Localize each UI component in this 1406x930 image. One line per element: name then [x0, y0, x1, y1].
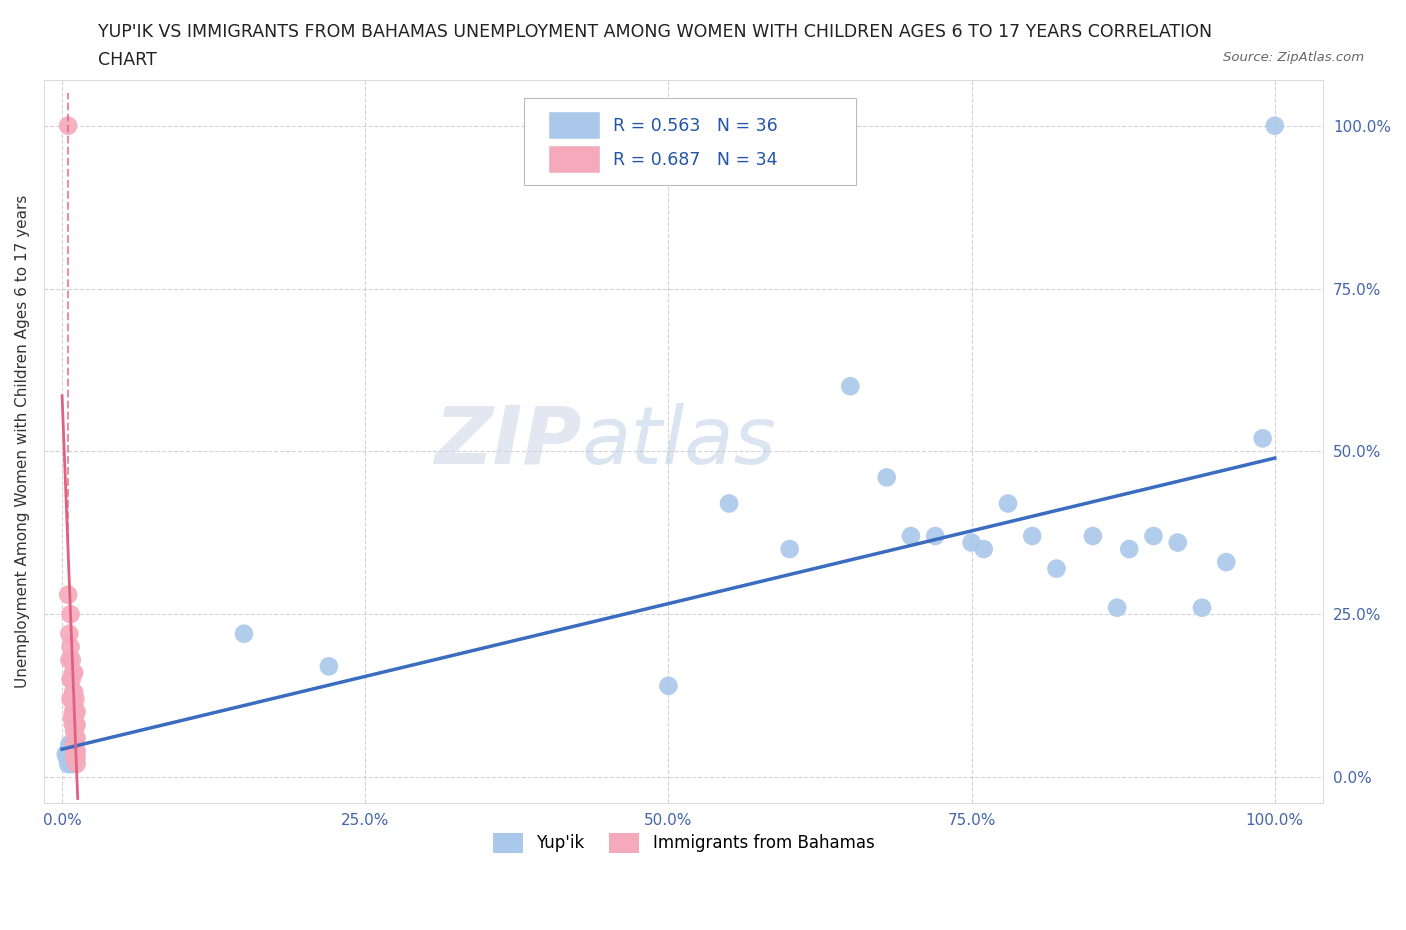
Point: [318, 658, 340, 673]
Point: [1215, 554, 1237, 569]
Point: [66, 704, 89, 719]
Text: Source: ZipAtlas.com: Source: ZipAtlas.com: [1223, 51, 1364, 64]
Point: [1142, 528, 1164, 543]
Point: [1167, 535, 1189, 550]
Point: [62, 757, 84, 772]
Point: [718, 496, 741, 511]
Point: [1264, 118, 1286, 133]
Point: [62, 704, 84, 719]
Point: [62, 665, 84, 680]
Text: YUP'IK VS IMMIGRANTS FROM BAHAMAS UNEMPLOYMENT AMONG WOMEN WITH CHILDREN AGES 6 : YUP'IK VS IMMIGRANTS FROM BAHAMAS UNEMPL…: [98, 23, 1212, 41]
Point: [1021, 528, 1043, 543]
Text: R = 0.563   N = 36: R = 0.563 N = 36: [613, 116, 778, 135]
Point: [58, 626, 80, 641]
Point: [58, 652, 80, 667]
Point: [60, 652, 83, 667]
Point: [62, 747, 84, 762]
Point: [56, 587, 79, 602]
Point: [1118, 541, 1140, 556]
Point: [66, 744, 89, 759]
Point: [56, 751, 79, 765]
Point: [66, 717, 89, 732]
Text: CHART: CHART: [98, 51, 157, 69]
Point: [56, 118, 79, 133]
Point: [65, 730, 87, 745]
Point: [63, 724, 86, 738]
Point: [59, 639, 82, 654]
Point: [66, 757, 89, 772]
Point: [63, 711, 86, 725]
Point: [66, 751, 89, 765]
Point: [65, 704, 87, 719]
Point: [60, 711, 83, 725]
Point: [60, 737, 83, 751]
Point: [1191, 600, 1213, 615]
Point: [65, 744, 87, 759]
Point: [59, 671, 82, 686]
FancyBboxPatch shape: [523, 99, 856, 185]
FancyBboxPatch shape: [550, 112, 600, 140]
Point: [779, 541, 801, 556]
Point: [1045, 561, 1067, 576]
Point: [66, 730, 89, 745]
Point: [62, 684, 84, 699]
Point: [997, 496, 1019, 511]
Point: [55, 747, 77, 762]
Point: [63, 665, 86, 680]
Y-axis label: Unemployment Among Women with Children Ages 6 to 17 years: Unemployment Among Women with Children A…: [15, 195, 30, 688]
Point: [60, 751, 83, 765]
Point: [59, 691, 82, 706]
Point: [59, 757, 82, 772]
Point: [924, 528, 946, 543]
Point: [63, 737, 86, 751]
Point: [62, 717, 84, 732]
Point: [60, 691, 83, 706]
Point: [58, 747, 80, 762]
Text: atlas: atlas: [581, 403, 776, 481]
Point: [233, 626, 256, 641]
Text: ZIP: ZIP: [434, 403, 581, 481]
Point: [59, 744, 82, 759]
Point: [876, 470, 898, 485]
FancyBboxPatch shape: [550, 146, 600, 173]
Point: [56, 757, 79, 772]
Point: [65, 717, 87, 732]
Point: [59, 606, 82, 621]
Point: [900, 528, 922, 543]
Point: [58, 753, 80, 768]
Point: [60, 671, 83, 686]
Point: [657, 678, 679, 693]
Point: [56, 744, 79, 759]
Point: [839, 379, 862, 393]
Text: R = 0.687   N = 34: R = 0.687 N = 34: [613, 151, 778, 168]
Point: [63, 684, 86, 699]
Legend: Yup'ik, Immigrants from Bahamas: Yup'ik, Immigrants from Bahamas: [486, 826, 882, 860]
Point: [58, 737, 80, 751]
Point: [1081, 528, 1104, 543]
Point: [1107, 600, 1129, 615]
Point: [65, 691, 87, 706]
Point: [960, 535, 983, 550]
Point: [973, 541, 995, 556]
Point: [63, 751, 86, 765]
Point: [1251, 431, 1274, 445]
Point: [63, 698, 86, 712]
